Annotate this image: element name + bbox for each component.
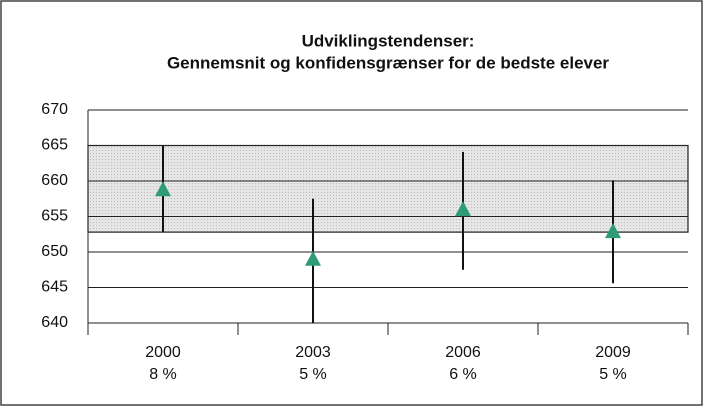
mean-marker — [155, 181, 171, 197]
x-tick-label: 5 % — [299, 366, 327, 383]
y-tick-label: 645 — [41, 279, 68, 296]
x-tick-label: 5 % — [599, 366, 627, 383]
y-tick-label: 655 — [41, 208, 68, 225]
y-tick-label: 640 — [41, 314, 68, 331]
x-tick-label: 2003 — [295, 344, 331, 361]
y-tick-label: 665 — [41, 137, 68, 154]
mean-marker — [455, 201, 471, 217]
confidence-band — [87, 144, 689, 233]
x-tick-label: 2006 — [445, 344, 481, 361]
y-tick-label: 660 — [41, 172, 68, 189]
chart-title: Udviklingstendenser: — [302, 31, 475, 50]
chart-subtitle: Gennemsnit og konfidensgrænser for de be… — [167, 53, 609, 72]
x-tick-label: 8 % — [149, 366, 177, 383]
mean-marker — [305, 250, 321, 266]
mean-marker — [605, 223, 621, 239]
x-tick-label: 2009 — [595, 344, 631, 361]
y-tick-label: 650 — [41, 243, 68, 260]
x-tick-label: 6 % — [449, 366, 477, 383]
x-tick-label: 2000 — [145, 344, 181, 361]
y-tick-label: 670 — [41, 101, 68, 118]
